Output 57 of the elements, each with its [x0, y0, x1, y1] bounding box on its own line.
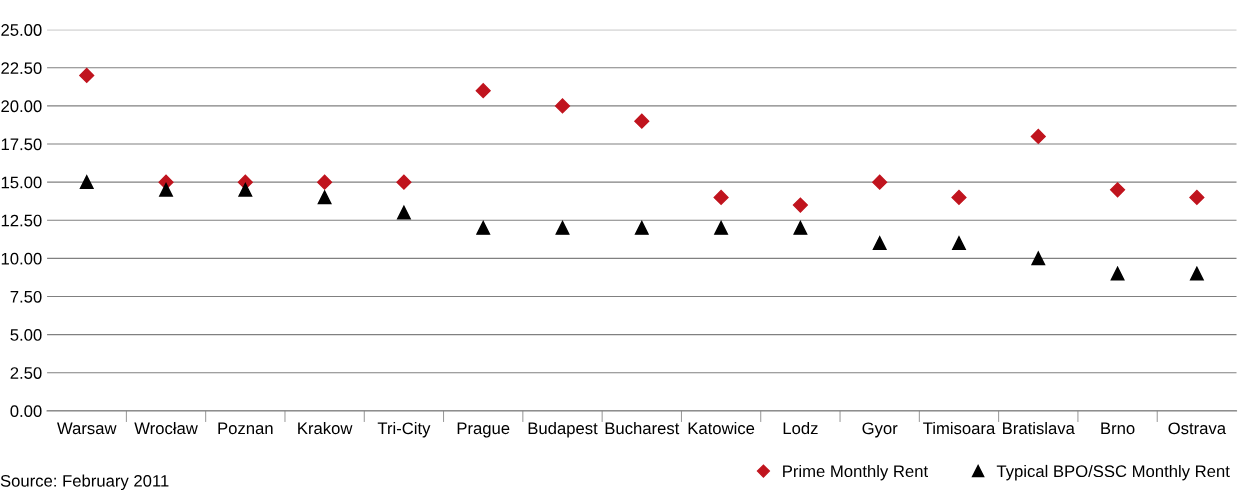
point: [238, 182, 253, 197]
x-tick-label: Gyor: [862, 422, 898, 438]
point: [713, 189, 729, 205]
point: [1110, 182, 1126, 198]
y-tick-label: 25.00: [1, 24, 42, 36]
point: [555, 220, 570, 235]
point: [952, 236, 966, 251]
x-tick-label: Krakow: [298, 421, 353, 435]
x-tick-label: Warsaw: [57, 422, 117, 435]
y-tick-label: 20.00: [1, 100, 42, 113]
point: [714, 220, 729, 235]
x-tick-label: Bratislava: [1003, 421, 1075, 435]
x-tick-label: Brno: [1101, 422, 1135, 435]
x-tick-label: Timisoara: [923, 421, 996, 435]
point: [1110, 266, 1125, 281]
x-tick-label: Wrocław: [134, 421, 198, 435]
y-tick-label: 5.00: [10, 329, 42, 341]
point: [634, 113, 650, 129]
y-tick-label: 2.50: [10, 367, 42, 379]
y-tick-label: 10.00: [1, 252, 42, 265]
point: [475, 83, 491, 99]
x-tick-label: Katowice: [688, 421, 755, 435]
point: [793, 220, 808, 235]
point: [1031, 251, 1046, 266]
y-tick-label: 22.50: [1, 62, 42, 75]
point: [634, 220, 649, 235]
point: [79, 175, 94, 190]
point: [317, 190, 332, 205]
x-tick-label: Budapest: [528, 421, 598, 438]
point: [396, 205, 411, 220]
point: [1030, 128, 1046, 144]
y-tick-label: 7.50: [10, 290, 42, 303]
x-tick-label: Prague: [457, 422, 510, 438]
point: [1189, 266, 1204, 281]
x-tick-label: Ostrava: [1168, 422, 1227, 435]
legend-label: Prime Monthly Rent: [783, 464, 928, 481]
point: [872, 236, 887, 251]
x-tick-label: Lodz: [783, 421, 818, 435]
source-note: Source: February 2011: [0, 474, 169, 491]
point: [159, 182, 173, 197]
point: [79, 67, 95, 84]
x-tick-label: Bucharest: [605, 421, 680, 435]
y-tick-label: 12.50: [1, 214, 42, 227]
point: [872, 174, 888, 190]
point: [554, 98, 571, 114]
y-tick-label: 15.00: [1, 176, 42, 189]
point: [951, 189, 967, 205]
x-tick-label: Poznan: [218, 422, 273, 435]
point: [396, 174, 412, 190]
legend-label: Typical BPO/SSC Monthly Rent: [996, 464, 1230, 481]
point: [1189, 189, 1205, 205]
point: [792, 197, 808, 213]
y-tick-label: 17.50: [1, 138, 42, 151]
point: [476, 220, 491, 235]
point: [317, 174, 333, 190]
x-tick-label: Tri-City: [377, 421, 431, 438]
y-tick-label: 0.00: [10, 405, 42, 418]
